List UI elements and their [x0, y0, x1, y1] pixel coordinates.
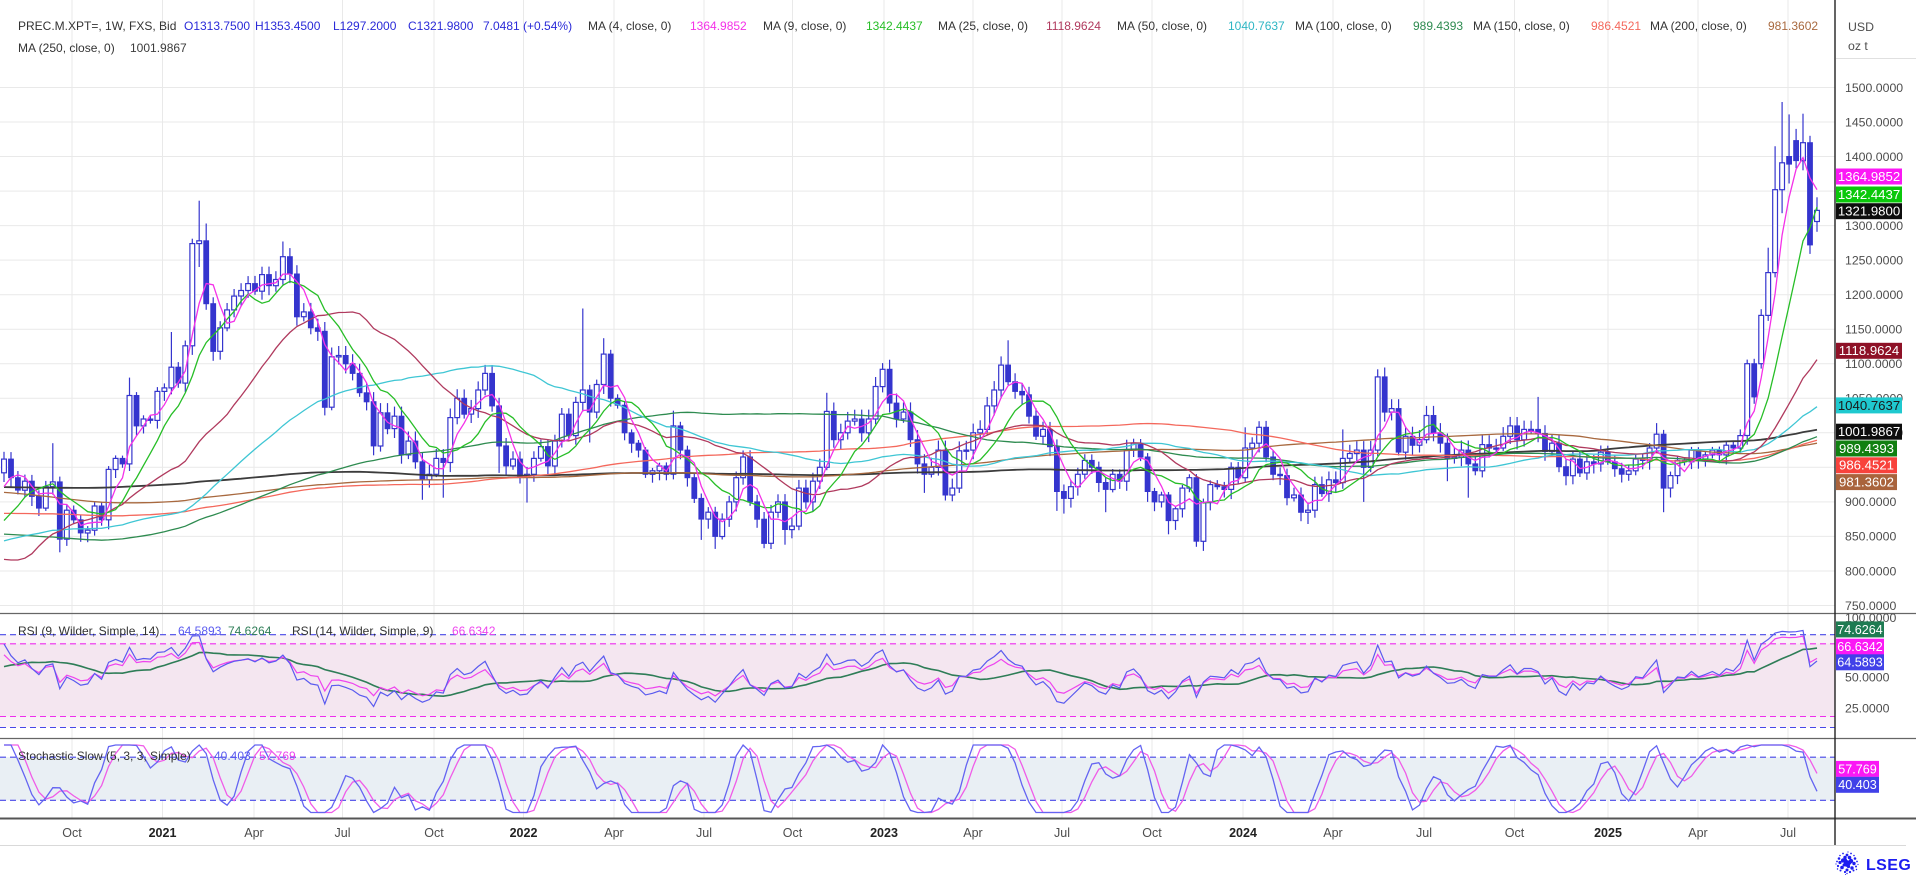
- svg-text:Jul: Jul: [1780, 826, 1796, 840]
- svg-text:1001.9867: 1001.9867: [1838, 424, 1900, 439]
- svg-text:L1297.2000: L1297.2000: [333, 19, 397, 33]
- svg-text:57.769: 57.769: [259, 749, 296, 763]
- svg-text:64.5893: 64.5893: [1837, 656, 1883, 670]
- svg-text:1250.0000: 1250.0000: [1845, 253, 1903, 267]
- svg-text:989.4393: 989.4393: [1839, 441, 1894, 456]
- svg-text:1450.0000: 1450.0000: [1845, 115, 1903, 129]
- svg-text:1342.4437: 1342.4437: [866, 19, 923, 33]
- svg-text:57.769: 57.769: [1838, 762, 1877, 776]
- svg-text:1150.0000: 1150.0000: [1845, 323, 1902, 337]
- svg-text:1300.0000: 1300.0000: [1845, 219, 1903, 233]
- svg-text:1118.9624: 1118.9624: [1839, 343, 1899, 358]
- svg-text:RSI (14, Wilder, Simple, 9): RSI (14, Wilder, Simple, 9): [292, 624, 433, 638]
- svg-text:H1353.4500: H1353.4500: [255, 19, 321, 33]
- svg-text:MA (4, close, 0): MA (4, close, 0): [588, 19, 671, 33]
- svg-text:MA (25, close, 0): MA (25, close, 0): [938, 19, 1028, 33]
- svg-text:Oct: Oct: [62, 826, 82, 840]
- svg-text:Oct: Oct: [1505, 826, 1525, 840]
- svg-text:1200.0000: 1200.0000: [1845, 288, 1903, 302]
- svg-text:2024: 2024: [1229, 826, 1257, 840]
- svg-text:64.5893: 64.5893: [178, 624, 222, 638]
- svg-text:2023: 2023: [870, 826, 898, 840]
- svg-text:Apr: Apr: [1688, 826, 1707, 840]
- svg-text:74.6264: 74.6264: [1837, 623, 1883, 637]
- svg-text:981.3602: 981.3602: [1839, 475, 1894, 490]
- svg-text:74.6264: 74.6264: [228, 624, 272, 638]
- svg-text:Apr: Apr: [1323, 826, 1342, 840]
- svg-text:MA (150, close, 0): MA (150, close, 0): [1473, 19, 1570, 33]
- svg-text:25.0000: 25.0000: [1845, 701, 1890, 715]
- svg-text:1040.7637: 1040.7637: [1228, 19, 1285, 33]
- svg-text:1100.0000: 1100.0000: [1845, 357, 1902, 371]
- svg-text:850.0000: 850.0000: [1845, 530, 1896, 544]
- svg-text:LSEG: LSEG: [1866, 857, 1911, 874]
- svg-text:USD: USD: [1848, 20, 1874, 34]
- svg-text:O1313.7500: O1313.7500: [184, 19, 250, 33]
- svg-text:Oct: Oct: [783, 826, 803, 840]
- svg-text:40.403: 40.403: [1838, 778, 1877, 792]
- svg-text:MA (50, close, 0): MA (50, close, 0): [1117, 19, 1207, 33]
- svg-text:RSI (9, Wilder, Simple, 14): RSI (9, Wilder, Simple, 14): [18, 624, 159, 638]
- svg-text:1321.9800: 1321.9800: [1838, 204, 1900, 219]
- svg-text:Apr: Apr: [604, 826, 623, 840]
- svg-text:1342.4437: 1342.4437: [1838, 187, 1900, 202]
- svg-text:MA (9, close, 0): MA (9, close, 0): [763, 19, 846, 33]
- svg-text:800.0000: 800.0000: [1845, 564, 1896, 578]
- svg-text:986.4521: 986.4521: [1591, 19, 1641, 33]
- svg-text:50.0000: 50.0000: [1845, 671, 1890, 685]
- svg-text:Jul: Jul: [696, 826, 712, 840]
- svg-text:1118.9624: 1118.9624: [1046, 19, 1101, 33]
- svg-text:Jul: Jul: [1416, 826, 1432, 840]
- svg-text:2021: 2021: [149, 826, 177, 840]
- svg-text:100.0000: 100.0000: [1845, 611, 1896, 625]
- svg-text:1364.9852: 1364.9852: [1838, 169, 1900, 184]
- svg-text:750.0000: 750.0000: [1845, 599, 1896, 613]
- svg-text:Oct: Oct: [1142, 826, 1162, 840]
- svg-text:MA (250, close, 0): MA (250, close, 0): [18, 41, 115, 55]
- svg-text:C1321.9800: C1321.9800: [408, 19, 474, 33]
- svg-text:Apr: Apr: [244, 826, 263, 840]
- svg-text:PREC.M.XPT=, 1W, FXS, Bid: PREC.M.XPT=, 1W, FXS, Bid: [18, 19, 176, 33]
- svg-text:Stochastic Slow (5, 3, 3, Simp: Stochastic Slow (5, 3, 3, Simple): [18, 749, 191, 763]
- svg-text:66.6342: 66.6342: [1837, 640, 1883, 654]
- svg-text:7.0481 (+0.54%): 7.0481 (+0.54%): [483, 19, 572, 33]
- svg-text:Jul: Jul: [1054, 826, 1070, 840]
- svg-text:1364.9852: 1364.9852: [690, 19, 747, 33]
- svg-text:40.403: 40.403: [214, 749, 251, 763]
- svg-text:Apr: Apr: [963, 826, 982, 840]
- svg-text:981.3602: 981.3602: [1768, 19, 1818, 33]
- svg-text:oz t: oz t: [1848, 39, 1868, 53]
- svg-text:66.6342: 66.6342: [452, 624, 496, 638]
- svg-text:1400.0000: 1400.0000: [1845, 150, 1903, 164]
- svg-text:MA (100, close, 0): MA (100, close, 0): [1295, 19, 1392, 33]
- svg-text:1040.7637: 1040.7637: [1838, 398, 1900, 413]
- svg-text:MA (200, close, 0): MA (200, close, 0): [1650, 19, 1747, 33]
- svg-text:2022: 2022: [510, 826, 538, 840]
- svg-text:Jul: Jul: [335, 826, 351, 840]
- svg-text:900.0000: 900.0000: [1845, 495, 1896, 509]
- svg-text:986.4521: 986.4521: [1839, 458, 1894, 473]
- svg-text:1001.9867: 1001.9867: [130, 41, 187, 55]
- svg-text:2025: 2025: [1594, 826, 1622, 840]
- svg-text:1500.0000: 1500.0000: [1845, 81, 1903, 95]
- svg-text:Oct: Oct: [424, 826, 444, 840]
- svg-text:989.4393: 989.4393: [1413, 19, 1463, 33]
